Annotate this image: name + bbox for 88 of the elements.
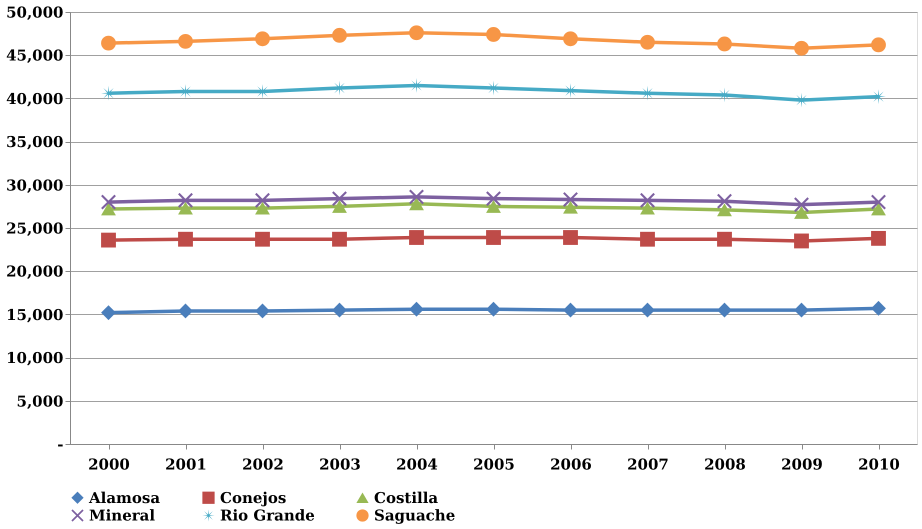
x-tick-label: 2010 [858,456,900,474]
point [101,194,116,210]
point [486,200,501,213]
point [486,80,501,96]
point [332,302,347,318]
y-tick-label: 50,000 [6,4,64,22]
point [409,302,424,317]
point [794,234,809,248]
point [794,302,809,318]
point [871,230,886,246]
point [409,25,424,40]
point [409,189,424,204]
y-tick-label: 35,000 [6,133,64,152]
x-tick-label: 2005 [473,456,515,474]
point [101,202,116,216]
y-tick-label: 25,000 [6,220,64,238]
point [563,302,578,318]
point [255,84,270,99]
point [255,202,270,215]
legend-label: Saguache [374,506,456,524]
point [332,28,347,43]
x-tick-label: 2002 [242,456,284,474]
point [486,302,501,317]
y-tick-label: 10,000 [6,349,64,368]
y-tick-label: 20,000 [6,262,64,281]
point [717,36,732,52]
legend-label: Rio Grande [220,506,315,524]
x-tick-label: 2006 [550,456,592,474]
y-tick-label: 15,000 [6,306,64,324]
x-tick-label: 2003 [319,456,361,474]
point [717,232,732,247]
point [640,232,655,247]
point [794,206,809,219]
y-tick-label: 45,000 [6,46,64,65]
point [178,202,193,215]
point [717,194,732,209]
legend-label: Conejos [220,488,286,507]
y-tick-label: 40,000 [6,90,64,108]
point [871,202,886,216]
point [255,304,270,318]
y-tick-label: 30,000 [6,176,64,194]
x-tick-label: 2001 [165,456,207,474]
y-tick-label: 5,000 [16,392,64,410]
x-tick-label: 2000 [88,456,130,474]
point [101,305,116,320]
point [871,300,886,316]
point [178,304,193,318]
x-tick-label: 2008 [704,456,746,474]
point [332,200,347,213]
point [332,232,347,247]
point [640,192,655,208]
point [332,80,347,96]
point [255,232,270,247]
point [178,34,193,49]
point [101,232,116,248]
point [640,202,655,215]
point [717,203,732,216]
point [255,192,270,208]
point [409,78,424,93]
point [178,84,193,99]
x-tick-label: 2009 [781,456,823,474]
point [409,197,424,210]
point [486,27,501,42]
point [486,191,501,206]
x-tick-label: 2007 [627,456,669,474]
point [794,40,809,56]
point [409,230,424,245]
point [717,302,732,318]
point [640,302,655,318]
x-tick-label: 2004 [396,456,438,474]
point [178,232,193,247]
legend-label: Alamosa [88,488,160,507]
point [717,88,732,102]
point [563,230,578,245]
point [178,192,193,208]
point [255,31,270,46]
point [871,194,886,210]
legend-label: Mineral [89,506,156,524]
point [486,230,501,245]
point [563,31,578,46]
point [640,34,655,50]
point [101,36,116,51]
y-tick-label: - [57,436,64,454]
point [332,191,347,206]
point [871,37,886,52]
point [563,200,578,214]
legend-label: Costilla [374,488,438,507]
point [794,197,809,212]
